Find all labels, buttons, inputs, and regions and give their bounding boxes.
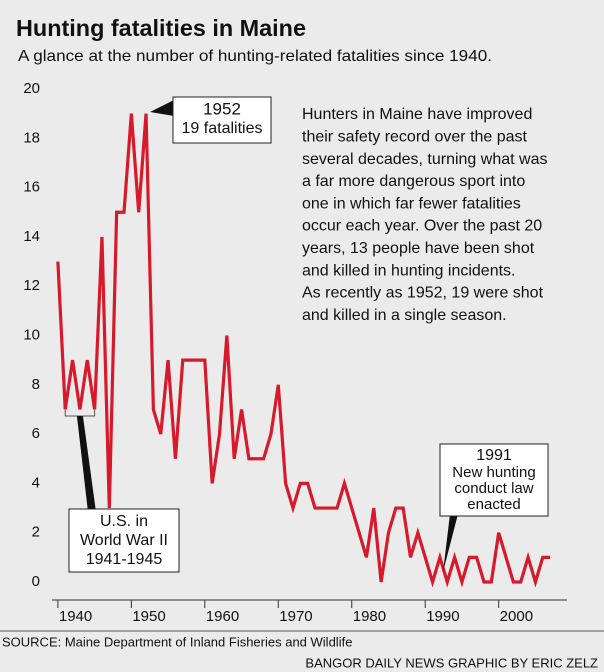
paragraph-line: a far more dangerous sport into [302, 173, 525, 190]
x-tick-label: 1980 [353, 608, 386, 625]
callout-text: enacted [467, 496, 520, 513]
callout-heading: 1952 [203, 99, 241, 118]
callout-text: conduct law [454, 480, 533, 497]
x-tick-label: 1960 [206, 608, 239, 625]
paragraph-line: and killed in a single season. [302, 307, 507, 324]
y-tick-label: 2 [32, 524, 40, 541]
callout-text: 1941-1945 [86, 551, 163, 568]
callout-box [68, 508, 180, 573]
paragraph-line: their safety record over the past [302, 129, 528, 146]
callout-text: U.S. in [100, 513, 148, 530]
chart-subtitle: A glance at the number of hunting-relate… [18, 48, 492, 65]
callout-text: 19 fatalities [182, 120, 263, 137]
data-line [56, 113, 551, 588]
source: SOURCE: Maine Department of Inland Fishe… [2, 634, 352, 649]
paragraph-line: several decades, turning what was [302, 151, 547, 168]
callout-pointer [76, 416, 96, 512]
paragraph-line: years, 13 people have been shot [302, 240, 535, 257]
paragraph-line: As recently as 1952, 19 were shot [302, 285, 544, 302]
callout-text: World War II [80, 532, 168, 549]
x-tick-label: 1940 [59, 608, 92, 625]
callout-pointer [150, 100, 174, 116]
paragraph-line: one in which far fewer fatalities [302, 195, 521, 212]
callout-heading: 1991 [476, 447, 512, 464]
callout-pointer [443, 514, 458, 572]
paragraph-line: Hunters in Maine have improved [302, 106, 532, 123]
y-tick-label: 4 [32, 474, 40, 491]
y-tick-label: 20 [23, 80, 40, 97]
x-tick-label: 2000 [500, 608, 533, 625]
paragraph-line: occur each year. Over the past 20 [302, 218, 542, 235]
chart-title: Hunting fatalities in Maine [16, 15, 306, 41]
callout-box [439, 443, 549, 517]
x-tick-label: 1950 [132, 608, 165, 625]
callout-text: New hunting [452, 464, 535, 481]
y-tick-label: 6 [32, 425, 40, 442]
credit: BANGOR DAILY NEWS GRAPHIC BY ERIC ZELZ [305, 655, 598, 670]
y-tick-label: 14 [23, 228, 40, 245]
paragraph-line: and killed in hunting incidents. [302, 262, 515, 279]
x-tick-label: 1970 [279, 608, 312, 625]
x-tick-label: 1990 [426, 608, 459, 625]
y-tick-label: 0 [32, 573, 40, 590]
y-tick-label: 16 [23, 179, 40, 196]
y-tick-label: 12 [23, 277, 40, 294]
callout-box [172, 96, 272, 144]
y-tick-label: 18 [23, 129, 40, 146]
y-tick-label: 10 [23, 326, 40, 343]
y-tick-label: 8 [32, 376, 40, 393]
